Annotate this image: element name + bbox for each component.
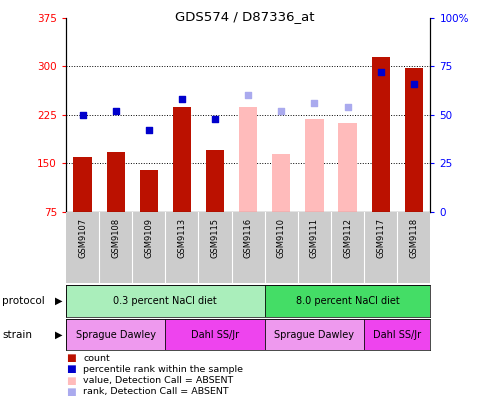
Text: Sprague Dawley: Sprague Dawley: [76, 329, 155, 340]
Text: percentile rank within the sample: percentile rank within the sample: [83, 365, 243, 374]
Text: protocol: protocol: [2, 296, 45, 306]
Point: [79, 112, 86, 118]
Text: GSM9111: GSM9111: [309, 217, 318, 257]
Text: ■: ■: [66, 386, 76, 396]
Point: [409, 81, 417, 87]
Text: Sprague Dawley: Sprague Dawley: [274, 329, 354, 340]
Text: 8.0 percent NaCl diet: 8.0 percent NaCl diet: [295, 296, 399, 306]
Text: GSM9115: GSM9115: [210, 217, 219, 257]
Text: GSM9107: GSM9107: [78, 217, 87, 258]
Text: Dahl SS/Jr: Dahl SS/Jr: [372, 329, 420, 340]
Bar: [172, 107, 191, 212]
Bar: [404, 68, 422, 212]
Text: rank, Detection Call = ABSENT: rank, Detection Call = ABSENT: [83, 387, 228, 396]
Point: [277, 108, 285, 114]
Bar: [264, 319, 364, 350]
Bar: [165, 319, 264, 350]
Point: [244, 92, 252, 99]
Bar: [106, 152, 124, 212]
Bar: [305, 119, 323, 212]
Text: count: count: [83, 354, 110, 363]
Text: GSM9110: GSM9110: [276, 217, 285, 257]
Bar: [239, 107, 257, 212]
Text: GSM9113: GSM9113: [177, 217, 186, 258]
Text: GSM9112: GSM9112: [342, 217, 351, 257]
Bar: [66, 285, 264, 317]
Bar: [140, 170, 158, 212]
Text: ▶: ▶: [55, 296, 62, 306]
Bar: [364, 319, 429, 350]
Text: ▶: ▶: [55, 329, 62, 340]
Text: GDS574 / D87336_at: GDS574 / D87336_at: [174, 10, 314, 23]
Point: [310, 100, 318, 107]
Text: ■: ■: [66, 375, 76, 386]
Bar: [272, 154, 290, 212]
Bar: [73, 157, 91, 212]
Text: strain: strain: [2, 329, 32, 340]
Text: GSM9116: GSM9116: [243, 217, 252, 258]
Text: Dahl SS/Jr: Dahl SS/Jr: [191, 329, 239, 340]
Bar: [264, 285, 429, 317]
Text: 0.3 percent NaCl diet: 0.3 percent NaCl diet: [113, 296, 217, 306]
Bar: [205, 150, 224, 212]
Text: GSM9118: GSM9118: [408, 217, 417, 258]
Point: [112, 108, 120, 114]
Point: [144, 127, 152, 133]
Point: [178, 96, 185, 103]
Bar: [371, 57, 389, 212]
Text: ■: ■: [66, 364, 76, 375]
Point: [343, 104, 351, 110]
Text: value, Detection Call = ABSENT: value, Detection Call = ABSENT: [83, 376, 233, 385]
Point: [376, 69, 384, 75]
Point: [211, 116, 219, 122]
Bar: [338, 123, 356, 212]
Text: ■: ■: [66, 353, 76, 364]
Text: GSM9117: GSM9117: [375, 217, 385, 258]
Bar: [66, 319, 165, 350]
Text: GSM9108: GSM9108: [111, 217, 120, 258]
Text: GSM9109: GSM9109: [144, 217, 153, 257]
